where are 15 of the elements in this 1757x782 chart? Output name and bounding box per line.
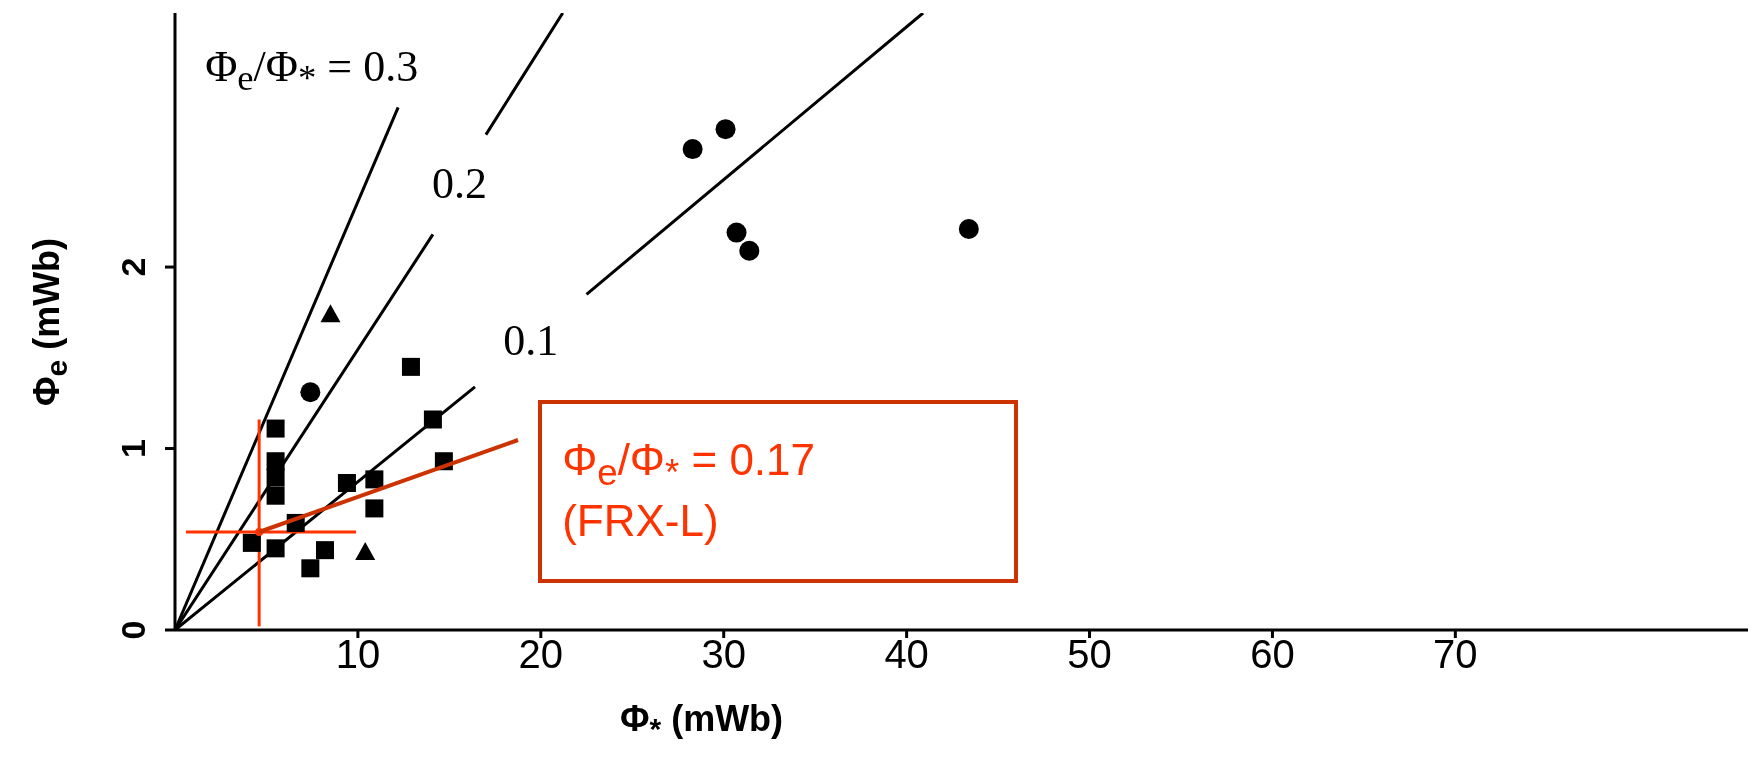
y-tick-label: 1 [114, 439, 152, 458]
x-tick-label: 20 [518, 632, 564, 677]
x-tick-label: 40 [884, 632, 929, 677]
x-tick-label: 10 [335, 632, 381, 677]
y-tick-label: 0 [114, 620, 152, 640]
series-label: 0.2 [431, 159, 487, 209]
series-label: Φ$_{e}$/Φ$_{*}$ = 0.3 [205, 41, 419, 99]
y-tick-label: 2 [114, 257, 152, 277]
series-label: 0.1 [503, 315, 559, 365]
annotation: Φ$_{e}$/Φ$_{*}$ = 0.17 (FRX-L) [538, 400, 1019, 583]
x-tick-label: 60 [1250, 632, 1295, 677]
x-tick-label: 70 [1433, 632, 1478, 677]
x-tick-label: 30 [701, 632, 746, 677]
x-axis-title: Φ$_{*}$ (mWb) [619, 698, 784, 747]
x-tick-label: 50 [1067, 632, 1112, 677]
